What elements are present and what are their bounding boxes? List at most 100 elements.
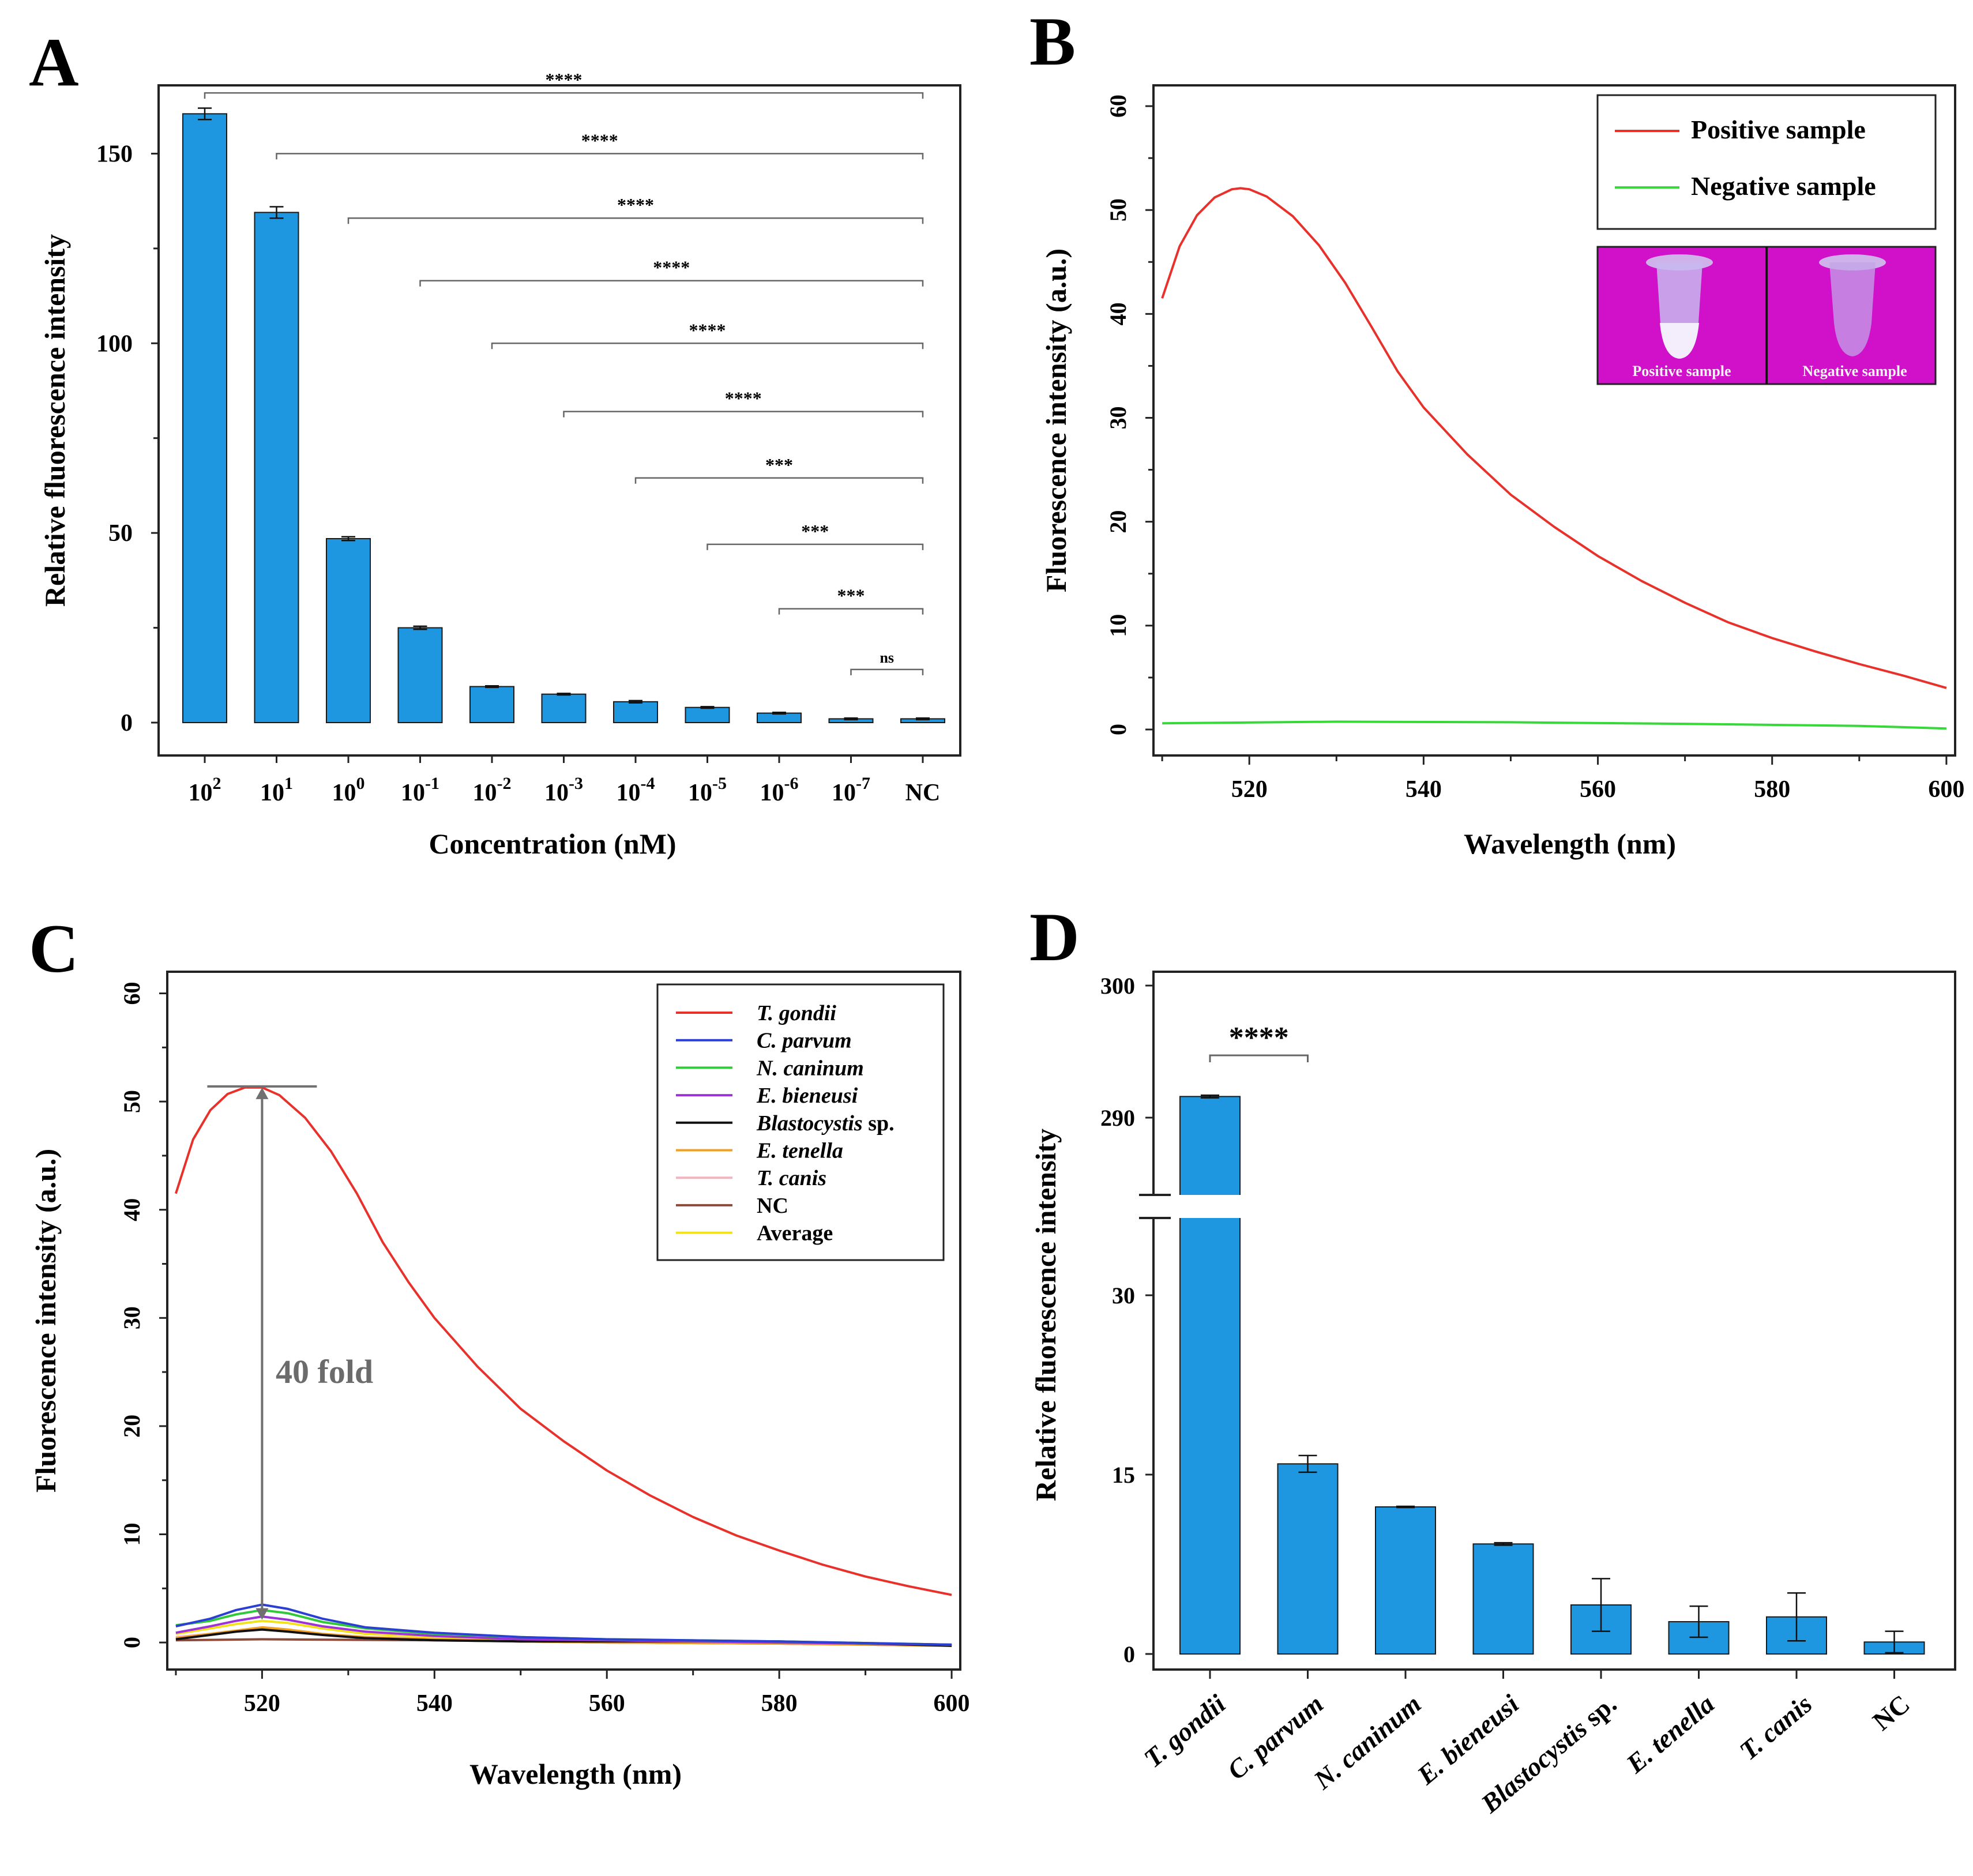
x-tick-label-4: 10-2	[473, 774, 512, 806]
x-tick-label-540: 540	[1405, 776, 1442, 803]
y-tick-label-290: 290	[1100, 1105, 1135, 1131]
legend-label-8: Average	[757, 1221, 833, 1246]
panel-d-frame	[1152, 971, 1956, 1671]
y-tick-label-40: 40	[119, 1198, 145, 1221]
tube-negative-icon	[1819, 254, 1886, 356]
legend-label-6: T. canis	[757, 1166, 826, 1190]
legend-label-positive: Positive sample	[1691, 115, 1866, 144]
x-tick-label-8: 10-6	[760, 774, 799, 806]
panel-c-line-chart: 0 10 20 30 40 50 60 520 540 560 580 600 40 fold T.…	[29, 971, 970, 1790]
significance-label-0: ****	[1229, 1021, 1289, 1054]
x-tick-label-6: 10-4	[617, 774, 655, 806]
panel-label-c: C	[29, 910, 79, 987]
y-tick-label-50: 50	[108, 520, 133, 547]
x-tick-label-0: T. gondii	[1138, 1689, 1231, 1773]
x-tick-label-0: 102	[189, 774, 221, 806]
x-tick-label-10: NC	[905, 780, 941, 806]
y-tick-label-50: 50	[1105, 198, 1131, 221]
bar-0	[1179, 1096, 1241, 1655]
panel-c-frame	[166, 971, 961, 1671]
significance-bracket-1	[276, 153, 924, 160]
x-tick-label-540: 540	[416, 1690, 453, 1717]
axis-break-icon	[1139, 1194, 1197, 1219]
x-tick-label-6: T. canis	[1734, 1689, 1817, 1766]
significance-label-3: ****	[653, 257, 690, 278]
legend-label-1: C. parvum	[757, 1029, 852, 1053]
significance-bracket-4	[491, 343, 924, 349]
bar-4	[469, 686, 514, 724]
y-tick-label-300: 300	[1100, 973, 1135, 999]
significance-label-2: ****	[617, 194, 654, 215]
x-tick-label-600: 600	[934, 1690, 970, 1717]
legend-label-3: E. bieneusi	[756, 1084, 858, 1108]
panel-label-b: B	[1029, 3, 1076, 80]
y-tick-label-10: 10	[1105, 614, 1131, 637]
bar-6	[613, 701, 658, 724]
significance-label-6: ***	[765, 454, 793, 475]
x-tick-label-580: 580	[761, 1690, 798, 1717]
bar-1	[254, 212, 299, 723]
panel-a-frame	[157, 84, 961, 757]
bar-3	[1472, 1543, 1534, 1655]
significance-bracket-3	[419, 280, 924, 287]
y-tick-label-150: 150	[96, 141, 133, 167]
panel-d-ylabel: Relative fluorescence intensity	[1029, 1129, 1062, 1501]
x-tick-label-7: 10-5	[688, 774, 727, 806]
panel-b-line-chart: 0 10 20 30 40 50 60 520 540 560 580 600 Positive s…	[1040, 84, 1964, 860]
y-tick-label-50: 50	[119, 1090, 145, 1113]
x-tick-label-1: 101	[260, 774, 293, 806]
x-tick-label-560: 560	[1580, 776, 1616, 803]
y-tick-label-0: 0	[119, 1637, 145, 1648]
tube-positive-icon	[1646, 254, 1713, 359]
bar-2	[1375, 1506, 1436, 1655]
legend-label-0: T. gondii	[757, 1001, 836, 1025]
fold-change-arrow	[207, 1085, 317, 1620]
panel-c-xlabel: Wavelength (nm)	[469, 1758, 682, 1790]
significance-bracket-9	[850, 668, 924, 675]
bar-2	[326, 537, 371, 723]
significance-bracket-2	[347, 217, 924, 224]
significance-bracket-8	[778, 608, 924, 615]
y-tick-label-30: 30	[1112, 1283, 1135, 1309]
y-tick-label-60: 60	[1105, 95, 1131, 118]
significance-bracket-5	[563, 411, 924, 418]
panel-b-legend: Positive sample Negative sample	[1596, 94, 1937, 230]
y-tick-label-20: 20	[1105, 510, 1131, 533]
y-tick-label-100: 100	[96, 330, 133, 357]
series-line-1	[175, 1603, 952, 1646]
bar-0	[182, 113, 227, 724]
y-tick-label-60: 60	[119, 982, 145, 1005]
bar-5	[541, 693, 587, 724]
series-line-1	[1162, 720, 1946, 730]
y-tick-label-30: 30	[119, 1306, 145, 1329]
legend-label-4: Blastocystis sp.	[756, 1111, 895, 1136]
legend-label-negative: Negative sample	[1691, 171, 1876, 201]
significance-bracket-7	[706, 543, 924, 550]
y-tick-label-0: 0	[1123, 1641, 1135, 1667]
series-line-0	[1161, 187, 1947, 689]
significance-bracket-6	[634, 477, 924, 484]
x-tick-label-520: 520	[244, 1690, 280, 1717]
y-tick-label-0: 0	[121, 710, 133, 736]
x-tick-label-5: E. tenella	[1620, 1689, 1720, 1779]
fold-annotation: 40 fold	[276, 1353, 373, 1390]
significance-label-4: ****	[689, 319, 726, 340]
x-tick-label-7: NC	[1867, 1689, 1915, 1736]
y-tick-label-10: 10	[119, 1523, 145, 1546]
panel-c-legend: T. gondii C. parvum N. caninum E. bieneusi B…	[656, 983, 945, 1261]
bar-3	[397, 627, 443, 723]
legend-label-5: E. tenella	[756, 1139, 843, 1163]
x-tick-label-5: 10-3	[544, 774, 583, 806]
fold-arrowhead-bottom	[255, 1608, 269, 1620]
significance-label-0: ****	[546, 69, 582, 90]
panel-a-xlabel: Concentration (nM)	[429, 828, 676, 860]
significance-label-7: ***	[801, 521, 829, 542]
x-tick-label-2: 100	[332, 774, 365, 806]
panel-b-xlabel: Wavelength (nm)	[1464, 828, 1676, 860]
panel-b-inset-photo: Positive sample Negative sample	[1596, 246, 1937, 385]
inset-label-positive: Positive sample	[1632, 363, 1731, 379]
x-tick-label-600: 600	[1928, 776, 1964, 803]
x-tick-label-560: 560	[589, 1690, 625, 1717]
